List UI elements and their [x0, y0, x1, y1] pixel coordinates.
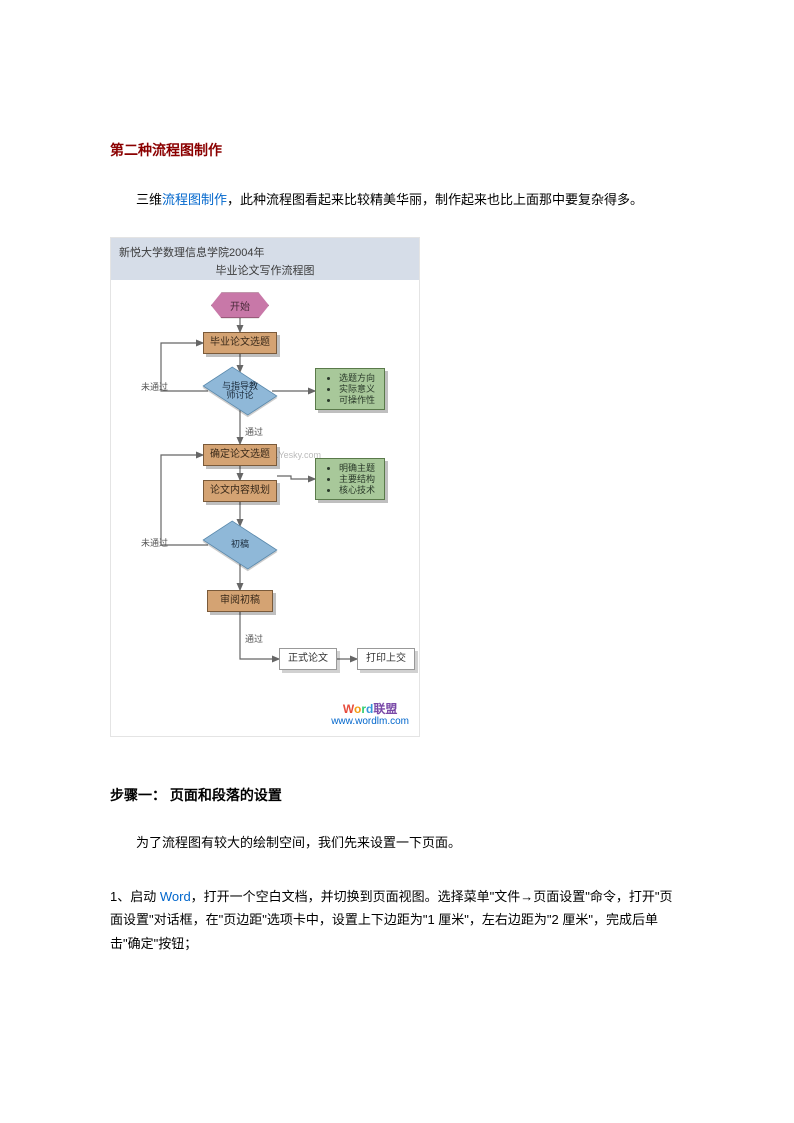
edge-label: 通过: [245, 425, 263, 438]
node-review: 审阅初稿: [207, 590, 273, 612]
section-heading: 第二种流程图制作: [110, 140, 684, 160]
intro-post: ，此种流程图看起来比较精美华丽，制作起来也比上面那中要复杂得多。: [227, 192, 643, 207]
flowchart-header: 新悦大学数理信息学院2004年 毕业论文写作流程图: [111, 238, 419, 280]
intro-pre: 三维: [136, 192, 162, 207]
step1-pre: 1、启动: [110, 889, 160, 904]
edge-draft-confirm: [161, 455, 208, 545]
edge-label: 未通过: [141, 380, 168, 393]
node-final: 正式论文: [279, 648, 337, 670]
logo-word: Word联盟: [331, 702, 409, 716]
edge-label: 未通过: [141, 536, 168, 549]
node-draft: 初稿: [208, 524, 272, 566]
node-item: 明确主题: [339, 463, 375, 474]
node-confirm: 确定论文选题: [203, 444, 277, 466]
node-item: 实际意义: [339, 384, 375, 395]
step1-intro: 为了流程图有较大的绘制空间，我们先来设置一下页面。: [110, 831, 684, 854]
node-print: 打印上交: [357, 648, 415, 670]
flowchart-title-1: 新悦大学数理信息学院2004年: [119, 244, 411, 260]
step1-heading: 步骤一： 页面和段落的设置: [110, 785, 684, 805]
edge-discuss-topic: [161, 343, 208, 391]
logo-url: www.wordlm.com: [331, 716, 409, 728]
flowchart-title-2: 毕业论文写作流程图: [119, 262, 411, 278]
background-watermark: ft.Yesky.com: [271, 450, 321, 460]
node-start: 开始: [211, 292, 269, 318]
step1-body: 1、启动 Word，打开一个空白文档，并切换到页面视图。选择菜单"文件→页面设置…: [110, 885, 684, 955]
flowchart-canvas: ft.Yesky.com Word联盟 www.wordlm.com 开始毕业论…: [111, 280, 419, 736]
intro-paragraph: 三维流程图制作，此种流程图看起来比较精美华丽，制作起来也比上面那中要复杂得多。: [110, 188, 684, 211]
node-topic: 毕业论文选题: [203, 332, 277, 354]
node-note1: 选题方向实际意义可操作性: [315, 368, 385, 410]
step1-post: ，打开一个空白文档，并切换到页面视图。选择菜单"文件→页面设置"命令，打开"页面…: [110, 889, 673, 951]
intro-link[interactable]: 流程图制作: [162, 192, 227, 207]
flowchart-figure: 新悦大学数理信息学院2004年 毕业论文写作流程图 ft.Yesky.com W…: [110, 237, 420, 737]
node-discuss: 与指导教师讨论: [208, 370, 272, 412]
step1-link[interactable]: Word: [160, 889, 191, 904]
logo-cn: 联盟: [373, 702, 397, 716]
logo-letter-w: W: [343, 702, 354, 716]
node-plan: 论文内容规划: [203, 480, 277, 502]
node-item: 选题方向: [339, 373, 375, 384]
edge-label: 通过: [245, 632, 263, 645]
node-item: 核心技术: [339, 485, 375, 496]
node-note2: 明确主题主要结构核心技术: [315, 458, 385, 500]
logo-watermark: Word联盟 www.wordlm.com: [331, 702, 409, 728]
edge-plan-note2: [277, 476, 315, 479]
node-item: 主要结构: [339, 474, 375, 485]
node-item: 可操作性: [339, 395, 375, 406]
